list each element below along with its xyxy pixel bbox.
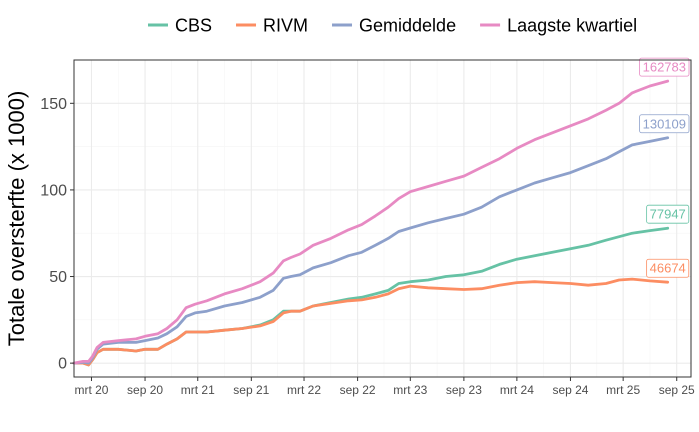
series-line-gemiddelde xyxy=(72,136,670,365)
end-label-box xyxy=(646,258,690,278)
x-tick-label: sep 25 xyxy=(659,383,695,397)
x-tick-label: mrt 21 xyxy=(181,383,215,397)
legend-item: CBS xyxy=(148,16,212,36)
x-tick-label: sep 21 xyxy=(233,383,269,397)
x-axis: mrt 20 sep 20 mrt 21 sep 21 mrt 22 sep 22 mrt … xyxy=(74,377,695,397)
x-tick-label: mrt 20 xyxy=(74,383,108,397)
y-axis-title: Totale oversterfte (x 1000) xyxy=(4,91,29,347)
x-tick-label: sep 20 xyxy=(127,383,163,397)
y-tick-label: 0 xyxy=(58,356,67,373)
legend-label: RIVM xyxy=(263,16,308,36)
series-lines xyxy=(72,79,670,367)
legend-item: RIVM xyxy=(236,16,308,36)
legend-item: Laagste kwartiel xyxy=(480,16,637,36)
y-tick-label: 50 xyxy=(49,269,67,286)
grid-major xyxy=(74,60,691,377)
y-tick-label: 150 xyxy=(40,96,67,113)
end-label-text: 162783 xyxy=(643,60,686,75)
grid-minor xyxy=(74,60,691,377)
end-label-box xyxy=(639,114,690,134)
x-tick-label: sep 23 xyxy=(446,383,482,397)
end-label-box xyxy=(646,204,690,224)
legend-label: CBS xyxy=(175,16,212,36)
x-tick-label: mrt 23 xyxy=(393,383,427,397)
x-tick-label: sep 22 xyxy=(340,383,376,397)
end-labels: 77947 46674 130109 162783 xyxy=(639,57,690,278)
x-tick-label: mrt 22 xyxy=(287,383,321,397)
legend-label: Gemiddelde xyxy=(359,16,456,36)
end-label-text: 130109 xyxy=(643,116,686,131)
end-label: 77947 xyxy=(646,204,690,224)
end-label: 130109 xyxy=(639,114,690,134)
end-label: 46674 xyxy=(646,258,690,278)
plot-border xyxy=(73,59,692,378)
end-label-text: 77947 xyxy=(650,207,686,222)
series-line-rivm xyxy=(72,277,670,367)
end-label: 162783 xyxy=(639,57,690,77)
x-tick-label: sep 24 xyxy=(552,383,588,397)
x-tick-label: mrt 24 xyxy=(500,383,534,397)
legend-item: Gemiddelde xyxy=(332,16,456,36)
end-label-text: 46674 xyxy=(650,261,686,276)
series-line-laagste-kwartiel xyxy=(72,79,670,365)
end-label-box xyxy=(639,57,690,77)
x-tick-label: mrt 25 xyxy=(606,383,640,397)
legend: CBS RIVM Gemiddelde Laagste kwartiel xyxy=(148,16,637,36)
y-tick-label: 100 xyxy=(40,182,67,199)
legend-label: Laagste kwartiel xyxy=(507,16,637,36)
plot-panel xyxy=(74,60,691,377)
y-axis: 0 50 100 150 xyxy=(40,96,74,373)
